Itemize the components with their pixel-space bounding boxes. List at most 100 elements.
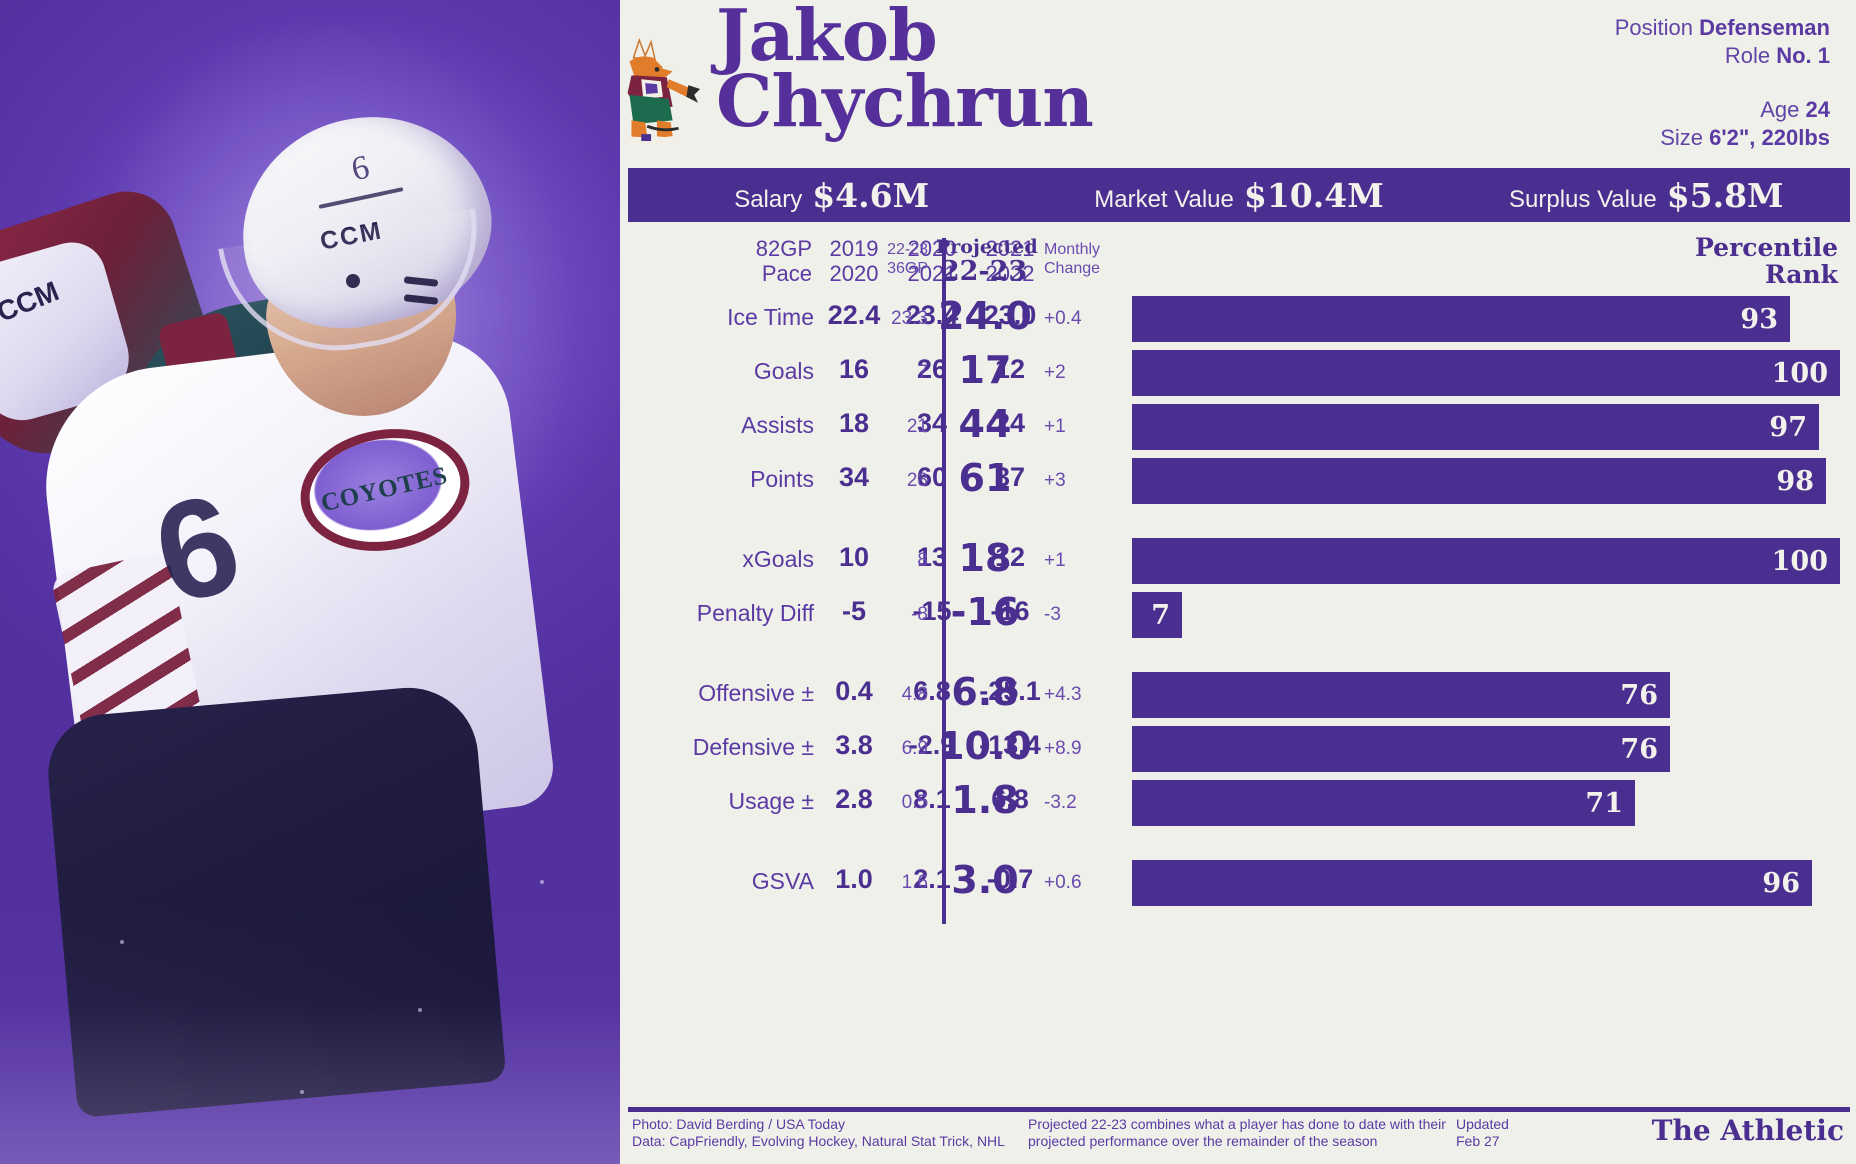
meta-spacer	[1615, 70, 1830, 96]
header-season-2-top: 2020	[907, 236, 957, 261]
header-season-1: 2019 2020	[816, 236, 892, 286]
ice-speck	[418, 1008, 422, 1012]
percentile-bar-track: 100	[1132, 350, 1840, 396]
header-monthly-change-line1: Monthly	[1044, 241, 1101, 258]
row-history-1: 10	[838, 542, 870, 572]
table-row: Ice Time 22.4 23.4 23.0 23.3 24.0 +0.4 93	[620, 292, 1856, 346]
stats-table-header: 82GP Pace Percentile Rank 2019 2020 2020 20…	[620, 230, 1856, 292]
row-projected: 3.0	[951, 858, 1019, 902]
percentile-bar: 100	[1132, 350, 1840, 396]
percentile-bar: 96	[1132, 860, 1812, 906]
header-percentile-line1: Percentile	[1695, 233, 1838, 262]
row-history-3: -0.7	[986, 864, 1034, 894]
row-projected: -16	[950, 590, 1020, 634]
table-row: Penalty Diff -5 -15 -16 -8 -16 -3 7	[620, 588, 1856, 642]
ice-glow	[0, 904, 620, 1164]
row-projected: 17	[958, 348, 1012, 392]
salary-value: $4.6M	[812, 175, 930, 215]
footer-rule	[628, 1107, 1850, 1112]
row-monthly-change: +0.6	[1044, 872, 1082, 893]
table-row: Offensive ±0.4 6.8 -25.1 4.8 6.8 +4.3 76	[620, 668, 1856, 722]
header-projected-line2: 22-23	[940, 256, 1028, 287]
percentile-value: 100	[1771, 545, 1828, 577]
surplus-value-value: $5.8M	[1666, 175, 1784, 215]
row-projected: 1.8	[951, 778, 1019, 822]
row-projected: 6.8	[951, 670, 1019, 714]
meta-position: Position Defenseman	[1615, 14, 1830, 42]
percentile-bar-track: 96	[1132, 860, 1840, 906]
ice-speck	[300, 1090, 304, 1094]
meta-position-value: Defenseman	[1699, 15, 1830, 40]
percentile-bar: 100	[1132, 538, 1840, 584]
meta-role-label: Role	[1724, 43, 1771, 68]
percentile-value: 76	[1620, 733, 1658, 765]
row-monthly-change: +8.9	[1044, 738, 1082, 759]
percentile-value: 7	[1151, 599, 1170, 631]
table-row: GSVA 1.0 2.1 -0.7 1.6 3.0 +0.6 96	[620, 856, 1856, 910]
row-current-gp: 0.5	[901, 792, 928, 813]
table-row: Points 34 60 37 28 61 +3 98	[620, 454, 1856, 508]
row-history-2: 2.1	[913, 864, 951, 894]
row-current-gp: 4.8	[901, 684, 928, 705]
percentile-bar: 76	[1132, 672, 1670, 718]
percentile-value: 100	[1771, 357, 1828, 389]
stats-panel: Jakob Chychrun Position Defenseman Role …	[620, 0, 1856, 1164]
row-history-3: 24	[994, 408, 1026, 438]
player-photo-panel: CCM 6 COYOTES 6 CCM	[0, 0, 620, 1164]
stats-table-body-host: Ice Time 22.4 23.4 23.0 23.3 24.0 +0.4 93 Goals 1…	[620, 292, 1856, 910]
header-season-3: 2021 2022	[972, 236, 1048, 286]
footer-data-credit: Data: CapFriendly, Evolving Hockey, Natu…	[632, 1133, 1005, 1149]
surplus-value-label: Surplus Value	[1509, 185, 1657, 213]
row-monthly-change: +2	[1044, 362, 1066, 383]
percentile-bar: 93	[1132, 296, 1790, 342]
ice-speck	[120, 940, 124, 944]
value-summary-bar: Salary $4.6M Market Value $10.4M Surplus…	[628, 168, 1850, 222]
meta-role-value: No. 1	[1776, 43, 1830, 68]
header-monthly-change-line2: Change	[1044, 260, 1101, 277]
row-history-2: 60	[916, 462, 948, 492]
footer-updated-value: Feb 27	[1456, 1133, 1500, 1149]
header-games-played-line2: 36GP	[887, 260, 928, 277]
footer-photo-credit: Photo: David Berding / USA Today	[632, 1116, 845, 1132]
row-monthly-change: -3.2	[1044, 792, 1077, 813]
market-value-label: Market Value	[1094, 185, 1234, 213]
row-label: Ice Time	[727, 304, 814, 330]
row-history-2: 8.1	[913, 784, 951, 814]
row-projected: 18	[958, 536, 1012, 580]
table-row: Goals 16 26 12 7 17 +2 100	[620, 346, 1856, 400]
market-value-value: $10.4M	[1243, 175, 1384, 215]
row-label: Defensive ±	[692, 734, 814, 760]
row-history-2: 34	[916, 408, 948, 438]
percentile-bar: 98	[1132, 458, 1826, 504]
percentile-value: 71	[1585, 787, 1623, 819]
header-season-3-top: 2021	[985, 236, 1035, 261]
row-current-gp: 23.3	[891, 308, 928, 329]
header-percentile-line2: Rank	[1764, 260, 1838, 289]
percentile-bar-track: 76	[1132, 726, 1840, 772]
row-history-3: -16	[990, 596, 1030, 626]
market-value-item: Market Value $10.4M	[1035, 176, 1442, 215]
footer-updated-label: Updated	[1456, 1116, 1509, 1132]
header-pace-line1: 82GP	[755, 236, 812, 261]
row-history-1: -5	[841, 596, 866, 626]
jersey-crest-text: COYOTES	[318, 461, 451, 518]
header-monthly-change: Monthly Change	[1044, 240, 1136, 278]
meta-size-label: Size	[1660, 125, 1704, 150]
row-current-gp: 28	[906, 470, 928, 491]
row-monthly-change: +0.4	[1044, 308, 1082, 329]
header-pace: 82GP Pace	[688, 236, 812, 286]
row-current-gp: -8	[911, 604, 928, 625]
card-footer: Photo: David Berding / USA Today Data: C…	[628, 1112, 1850, 1156]
row-current-gp: 8	[917, 550, 928, 571]
table-row: Usage ± 2.8 8.1 6.8 0.5 1.8 -3.2 71	[620, 776, 1856, 830]
header-season-1-bottom: 2020	[829, 261, 879, 286]
salary-label: Salary	[734, 185, 803, 213]
row-monthly-change: +3	[1044, 470, 1066, 491]
meta-age: Age 24	[1615, 96, 1830, 124]
meta-size-value: 6'2", 220lbs	[1709, 125, 1830, 150]
percentile-bar-track: 97	[1132, 404, 1840, 450]
percentile-bar-track: 100	[1132, 538, 1840, 584]
footer-credits: Photo: David Berding / USA Today Data: C…	[632, 1116, 1005, 1150]
row-label: Assists	[741, 412, 814, 438]
percentile-bar: 7	[1132, 592, 1182, 638]
